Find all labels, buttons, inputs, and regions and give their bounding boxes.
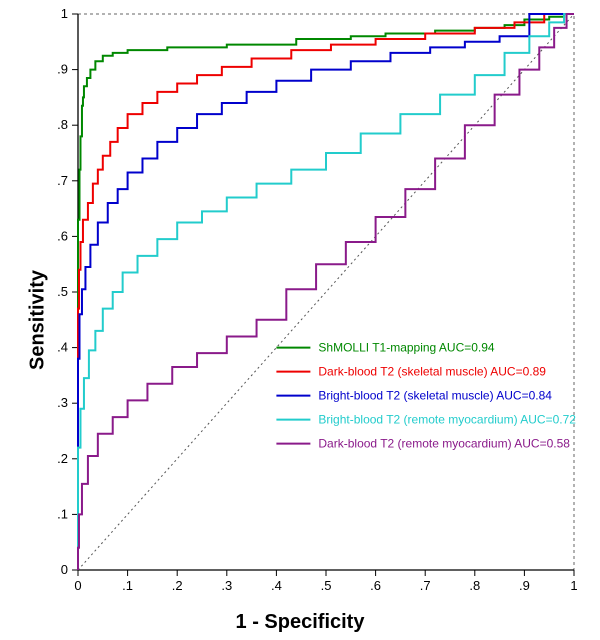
legend-item: Bright-blood T2 (remote myocardium) AUC=…	[276, 413, 576, 427]
svg-text:.5: .5	[321, 578, 332, 593]
svg-text:0: 0	[74, 578, 81, 593]
x-tick: .6	[370, 570, 381, 593]
x-tick: 0	[74, 570, 81, 593]
x-tick: 1	[570, 570, 577, 593]
svg-text:.4: .4	[57, 340, 68, 355]
svg-text:.4: .4	[271, 578, 282, 593]
legend-item: Bright-blood T2 (skeletal muscle) AUC=0.…	[276, 389, 552, 403]
x-tick: .5	[321, 570, 332, 593]
svg-text:.7: .7	[420, 578, 431, 593]
y-tick: .4	[57, 340, 78, 355]
legend-label: Dark-blood T2 (remote myocardium) AUC=0.…	[318, 437, 570, 451]
svg-text:.2: .2	[172, 578, 183, 593]
svg-text:1: 1	[61, 6, 68, 21]
x-tick: .1	[122, 570, 133, 593]
svg-text:0: 0	[61, 562, 68, 577]
y-tick: .7	[57, 173, 78, 188]
y-tick: .9	[57, 62, 78, 77]
svg-text:.8: .8	[469, 578, 480, 593]
legend-item: Dark-blood T2 (remote myocardium) AUC=0.…	[276, 437, 570, 451]
y-tick: 0	[61, 562, 78, 577]
y-tick: .8	[57, 117, 78, 132]
svg-text:.1: .1	[122, 578, 133, 593]
legend: ShMOLLI T1-mapping AUC=0.94 Dark-blood T2…	[276, 341, 576, 451]
legend-label: Bright-blood T2 (skeletal muscle) AUC=0.…	[318, 389, 552, 403]
legend-item: ShMOLLI T1-mapping AUC=0.94	[276, 341, 495, 355]
svg-text:.1: .1	[57, 506, 68, 521]
x-tick: .7	[420, 570, 431, 593]
svg-text:.6: .6	[370, 578, 381, 593]
y-tick: .2	[57, 451, 78, 466]
svg-text:.8: .8	[57, 117, 68, 132]
y-tick: .1	[57, 506, 78, 521]
y-tick: .3	[57, 395, 78, 410]
y-tick: .5	[57, 284, 78, 299]
x-tick: .4	[271, 570, 282, 593]
x-tick: .8	[469, 570, 480, 593]
legend-label: ShMOLLI T1-mapping AUC=0.94	[318, 341, 495, 355]
svg-text:.5: .5	[57, 284, 68, 299]
x-tick: .9	[519, 570, 530, 593]
x-tick: .2	[172, 570, 183, 593]
diagonal-reference	[78, 14, 574, 570]
svg-text:.2: .2	[57, 451, 68, 466]
plot-svg: 00 .1 .1 .2 .2 .3 .3 .4 .4 .5 .5 .6 .6 .7 .7 .8 .8 .9 .9 1 1…	[0, 0, 600, 640]
legend-label: Dark-blood T2 (skeletal muscle) AUC=0.89	[318, 365, 546, 379]
y-tick: 1	[61, 6, 78, 21]
svg-text:.3: .3	[221, 578, 232, 593]
y-tick: .6	[57, 228, 78, 243]
legend-label: Bright-blood T2 (remote myocardium) AUC=…	[318, 413, 576, 427]
svg-text:1: 1	[570, 578, 577, 593]
svg-text:.3: .3	[57, 395, 68, 410]
x-tick: .3	[221, 570, 232, 593]
svg-text:.9: .9	[519, 578, 530, 593]
legend-item: Dark-blood T2 (skeletal muscle) AUC=0.89	[276, 365, 546, 379]
svg-text:.7: .7	[57, 173, 68, 188]
roc-chart: Sensitivity 1 - Specificity 00.1.1.2.2.3…	[0, 0, 600, 640]
svg-text:.9: .9	[57, 62, 68, 77]
svg-text:.6: .6	[57, 228, 68, 243]
